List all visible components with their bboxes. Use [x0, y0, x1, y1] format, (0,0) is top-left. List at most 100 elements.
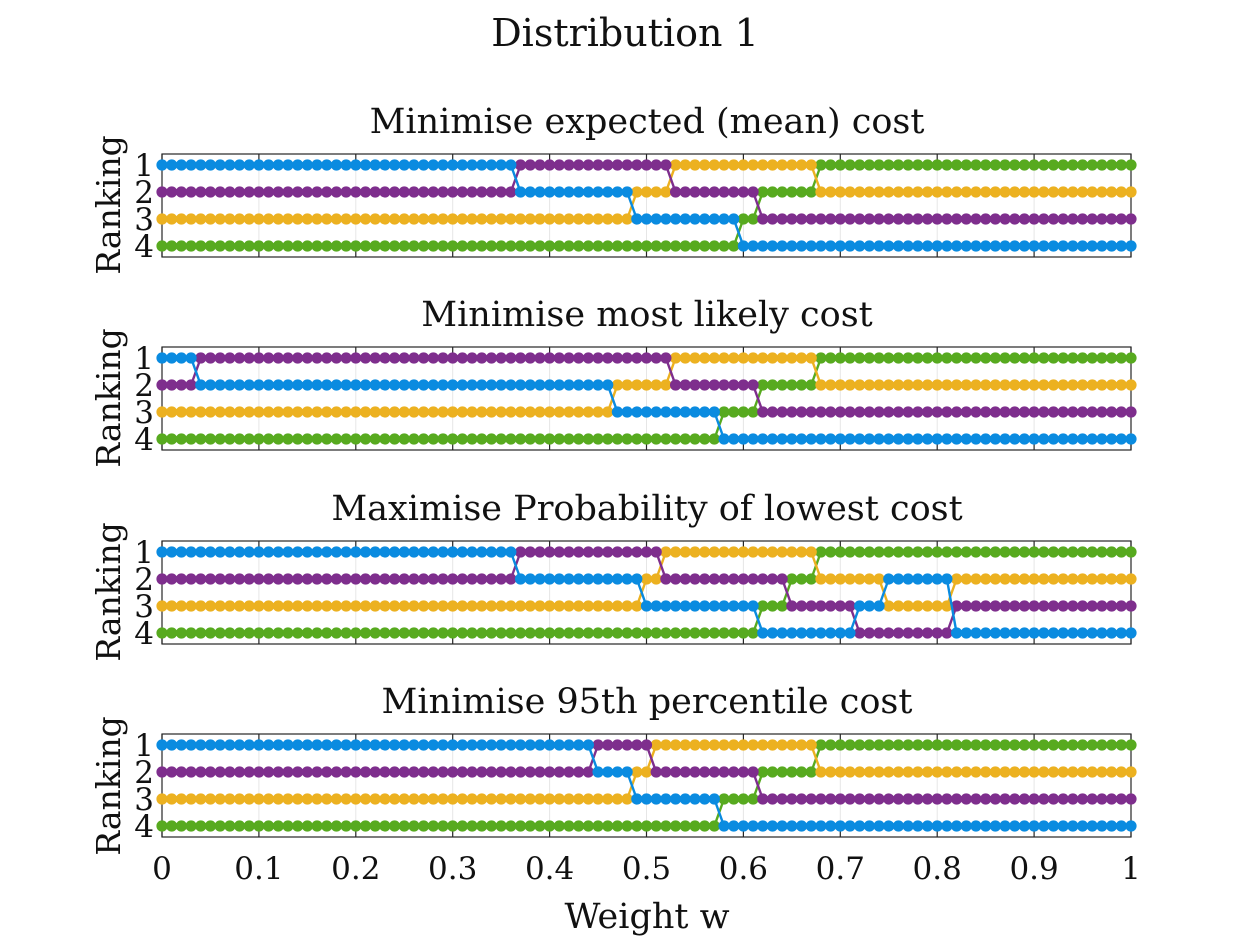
data-point-d	[844, 739, 856, 751]
data-point-d	[1076, 159, 1089, 171]
data-point-c	[941, 379, 953, 391]
data-point-c	[514, 793, 527, 805]
data-point-d	[805, 379, 817, 391]
data-point-b	[418, 766, 430, 778]
data-point-d	[805, 766, 817, 778]
data-point-a	[611, 573, 624, 585]
data-point-a	[524, 739, 536, 751]
data-point-a	[301, 379, 313, 391]
data-point-b	[505, 352, 517, 364]
data-point-c	[728, 546, 740, 558]
data-point-a	[863, 240, 875, 252]
data-point-b	[505, 766, 517, 778]
data-point-c	[970, 186, 982, 198]
data-point-a	[902, 433, 914, 445]
data-point-d	[369, 820, 381, 832]
data-point-a	[1076, 627, 1089, 639]
data-point-b	[863, 793, 875, 805]
data-point-b	[718, 379, 730, 391]
data-point-d	[1115, 739, 1127, 751]
data-point-b	[883, 627, 895, 639]
data-point-d	[485, 240, 498, 252]
data-point-a	[262, 739, 275, 751]
data-point-a	[262, 379, 275, 391]
data-point-a	[156, 159, 168, 171]
data-point-b	[398, 573, 410, 585]
data-point-c	[1096, 573, 1108, 585]
data-point-c	[514, 600, 527, 612]
data-point-b	[805, 793, 817, 805]
data-point-a	[301, 159, 313, 171]
data-point-c	[1038, 186, 1050, 198]
data-point-a	[466, 739, 478, 751]
data-point-d	[757, 379, 769, 391]
data-point-b	[650, 766, 662, 778]
data-point-b	[1086, 793, 1098, 805]
data-point-d	[233, 820, 246, 832]
data-point-c	[495, 793, 507, 805]
data-point-b	[689, 573, 701, 585]
data-point-a	[1125, 433, 1137, 445]
data-point-b	[282, 573, 294, 585]
data-point-b	[873, 213, 885, 225]
data-point-d	[912, 739, 924, 751]
data-point-a	[805, 240, 817, 252]
data-point-d	[224, 820, 236, 832]
data-point-b	[175, 186, 187, 198]
data-point-b	[1018, 793, 1031, 805]
data-point-a	[437, 739, 449, 751]
data-point-a	[699, 406, 711, 418]
data-point-b	[592, 352, 604, 364]
data-point-a	[243, 159, 255, 171]
data-point-c	[447, 793, 459, 805]
data-point-a	[1106, 433, 1118, 445]
data-point-d	[418, 627, 430, 639]
data-point-d	[660, 240, 672, 252]
data-point-a	[1009, 240, 1021, 252]
data-point-d	[408, 240, 420, 252]
data-point-c	[708, 352, 720, 364]
data-point-a	[718, 433, 730, 445]
data-point-d	[912, 546, 924, 558]
data-point-d	[476, 433, 488, 445]
data-point-b	[747, 766, 759, 778]
data-point-a	[621, 766, 633, 778]
data-point-a	[854, 600, 866, 612]
data-point-b	[1038, 406, 1050, 418]
data-point-b	[321, 766, 333, 778]
data-point-a	[340, 739, 352, 751]
data-point-a	[456, 546, 468, 558]
data-point-a	[1028, 627, 1040, 639]
data-point-c	[1057, 186, 1069, 198]
data-point-c	[185, 600, 197, 612]
data-point-b	[282, 186, 294, 198]
data-point-a	[1018, 433, 1031, 445]
data-point-a	[359, 739, 372, 751]
data-point-a	[611, 406, 624, 418]
data-point-b	[166, 766, 178, 778]
data-point-b	[466, 766, 478, 778]
data-point-b	[805, 406, 817, 418]
data-point-b	[340, 766, 352, 778]
data-point-a	[582, 379, 594, 391]
data-point-c	[311, 793, 323, 805]
data-point-b	[766, 406, 779, 418]
data-point-b	[970, 213, 982, 225]
data-point-d	[970, 159, 982, 171]
data-point-d	[602, 433, 614, 445]
data-point-b	[262, 766, 275, 778]
data-point-d	[757, 766, 769, 778]
data-point-d	[825, 159, 837, 171]
data-point-a	[330, 159, 343, 171]
data-point-d	[544, 433, 556, 445]
data-point-a	[301, 546, 313, 558]
data-point-d	[960, 546, 972, 558]
data-point-b	[195, 573, 207, 585]
data-point-b	[195, 186, 207, 198]
data-point-a	[650, 600, 662, 612]
data-point-b	[999, 406, 1011, 418]
data-point-b	[1106, 793, 1118, 805]
data-point-c	[950, 766, 963, 778]
data-point-a	[262, 546, 275, 558]
data-point-c	[766, 159, 779, 171]
